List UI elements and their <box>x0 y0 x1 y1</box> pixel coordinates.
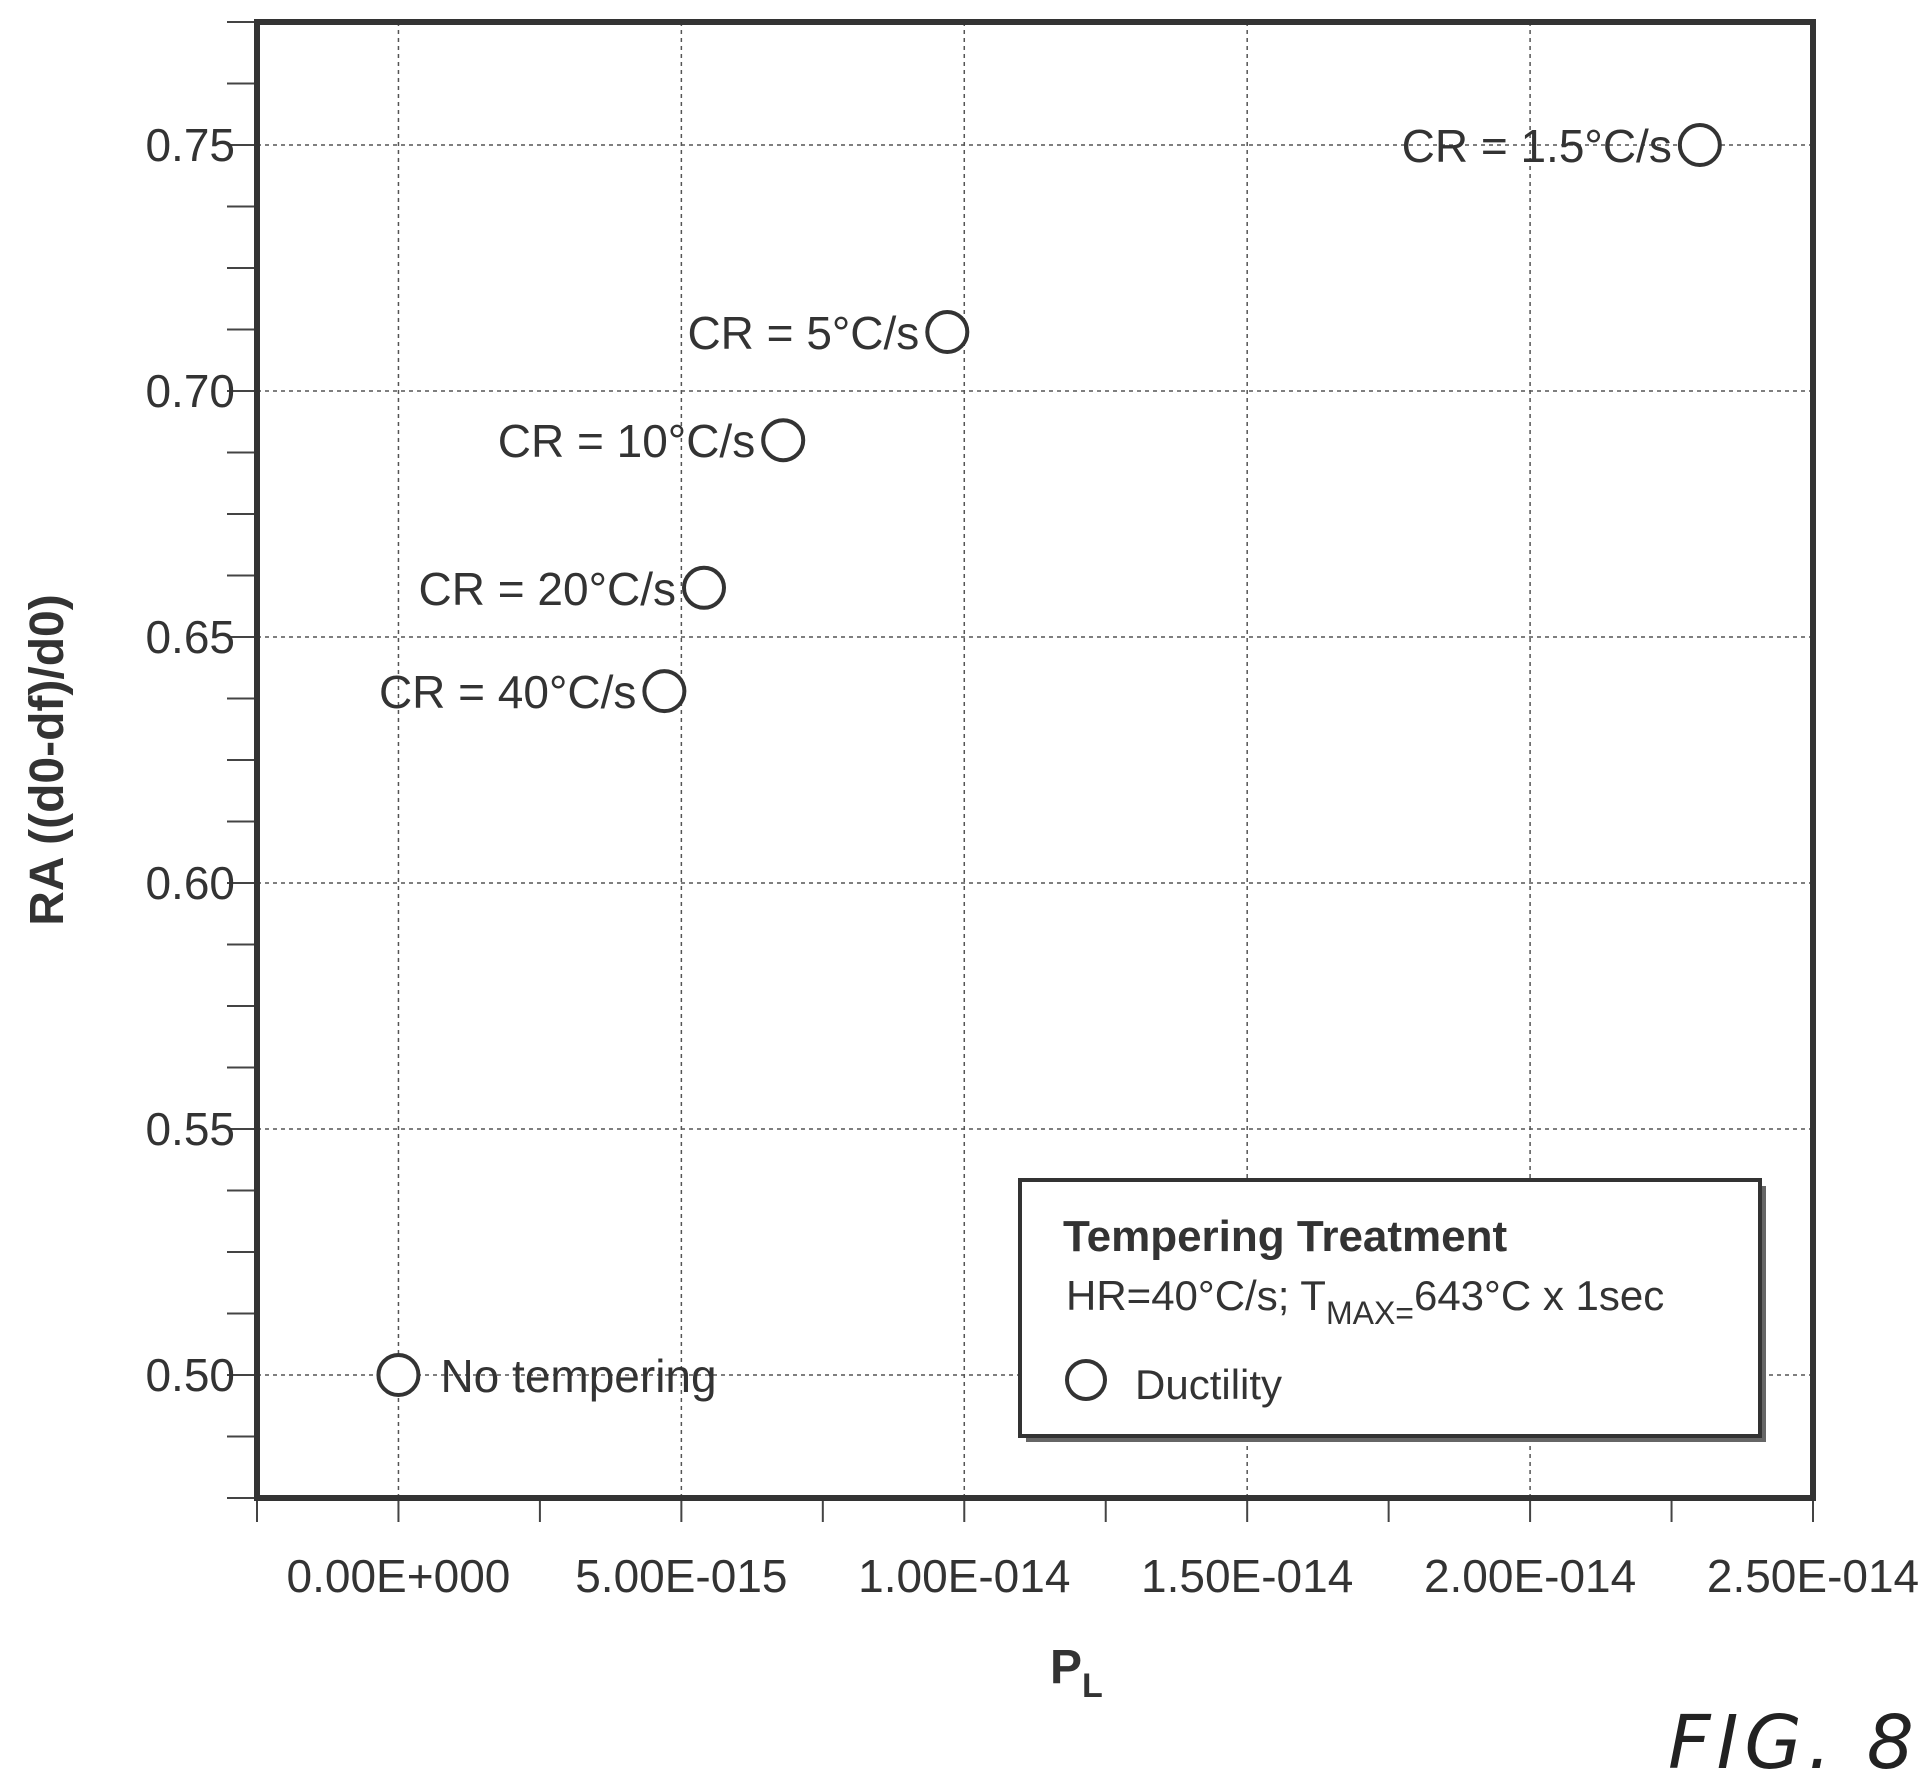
data-point-label: CR = 20°C/s <box>419 563 676 615</box>
x-tick-labels: 0.00E+000 5.00E-015 1.00E-014 1.50E-014 2.00… <box>287 1550 1920 1602</box>
y-tick-label: 0.65 <box>145 611 235 663</box>
legend-box <box>1018 1178 1762 1438</box>
figure-label: FIG. 8 <box>1668 1700 1920 1786</box>
legend-entry-label: Ductility <box>1135 1361 1282 1408</box>
data-point-label: CR = 40°C/s <box>379 666 636 718</box>
legend-marker-icon <box>1065 1359 1107 1401</box>
y-tick-label: 0.55 <box>145 1103 235 1155</box>
y-tick-label: 0.60 <box>145 857 235 909</box>
plot-frame <box>254 19 1816 1501</box>
x-axis-title: PL <box>1050 1641 1103 1705</box>
legend-conditions-part1: HR=40°C/s; T <box>1066 1272 1326 1319</box>
x-tick-label: 1.50E-014 <box>1141 1550 1353 1602</box>
legend-title: Tempering Treatment <box>1063 1212 1508 1261</box>
y-tick-label: 0.50 <box>145 1349 235 1401</box>
x-tick-label: 2.00E-014 <box>1424 1550 1636 1602</box>
data-point-label: CR = 5°C/s <box>687 307 919 359</box>
data-point <box>376 1353 421 1397</box>
x-tick-label: 1.00E-014 <box>858 1550 1070 1602</box>
data-point <box>642 669 687 714</box>
y-tick-label: 0.70 <box>145 365 235 417</box>
data-point-label: No tempering <box>440 1350 716 1402</box>
x-axis-title-subscript: L <box>1082 1667 1103 1705</box>
y-tick-label: 0.75 <box>145 119 235 171</box>
x-tick-label: 2.50E-014 <box>1707 1550 1919 1602</box>
data-points <box>376 123 1722 1397</box>
minor-ticks <box>227 21 1814 1522</box>
data-point-label: CR = 1.5°C/s <box>1402 120 1672 172</box>
data-point <box>1677 123 1722 167</box>
data-point <box>681 565 726 610</box>
data-point <box>925 309 970 354</box>
y-axis-title: RA ((d0-df)/d0) <box>21 594 74 925</box>
point-labels: No tempering CR = 40°C/s CR = 20°C/s CR = 1… <box>379 120 1672 1402</box>
x-tick-label: 0.00E+000 <box>287 1550 511 1602</box>
y-tick-labels: 0.50 0.55 0.60 0.65 0.70 0.75 <box>145 119 235 1401</box>
x-axis-title-main: P <box>1050 1641 1082 1694</box>
data-point <box>761 418 806 463</box>
x-tick-label: 5.00E-015 <box>575 1550 787 1602</box>
legend-conditions-subscript: MAX= <box>1326 1295 1414 1331</box>
legend: Tempering Treatment HR=40°C/s; TMAX=643°… <box>1018 1178 1766 1442</box>
legend-conditions: HR=40°C/s; TMAX=643°C x 1sec <box>1066 1272 1664 1331</box>
data-point-label: CR = 10°C/s <box>498 415 755 467</box>
legend-conditions-part2: 643°C x 1sec <box>1414 1272 1664 1319</box>
